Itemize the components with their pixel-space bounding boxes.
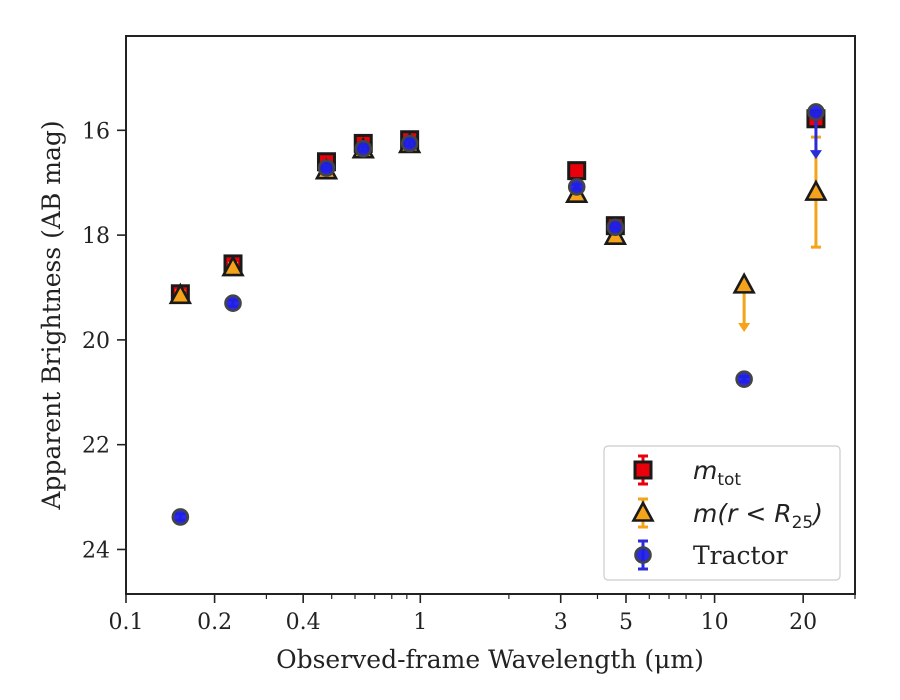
y-tick-label: 20	[82, 329, 110, 354]
x-tick-label: 0.2	[197, 610, 232, 635]
legend-marker-mtot	[633, 460, 653, 480]
x-tick-label: 5	[619, 610, 633, 635]
data-point-mr25	[804, 179, 828, 201]
axis-ticks: 0.1 0.2 0.4 1 3 5 10 20 16 18 20 22 24	[82, 119, 856, 635]
legend-marker-mr25	[631, 500, 655, 522]
series-mr25	[168, 131, 828, 333]
data-point-tractor	[317, 159, 336, 177]
x-tick-label: 0.1	[109, 610, 144, 635]
x-tick-label: 3	[554, 610, 568, 635]
upper-limit-arrow	[738, 323, 751, 333]
data-point-tractor	[354, 139, 373, 158]
x-tick-label: 20	[789, 610, 817, 635]
legend-label-mr25: m(r < R25)	[693, 499, 823, 533]
y-tick-label: 16	[82, 119, 110, 144]
legend-box	[603, 445, 841, 581]
data-point-mtot	[567, 161, 587, 181]
upper-limit-arrow	[809, 150, 822, 160]
x-tick-label: 0.4	[286, 610, 321, 635]
legend: mtot m(r < R25) Tractor	[603, 445, 841, 581]
legend-label-tractor: Tractor	[693, 541, 788, 570]
data-point-tractor	[224, 294, 242, 313]
data-point-tractor	[807, 103, 825, 121]
x-tick-label: 10	[701, 610, 729, 635]
x-tick-label: 1	[413, 610, 427, 635]
plot-frame	[125, 35, 856, 595]
series-mtot	[170, 109, 826, 304]
chart-marks	[168, 103, 828, 526]
data-point-tractor	[400, 134, 419, 153]
data-point-tractor	[171, 508, 190, 526]
legend-label-mtot: mtot	[693, 456, 741, 490]
x-axis-label: Observed-frame Wavelength (μm)	[276, 645, 704, 674]
data-point-tractor	[735, 370, 753, 388]
legend-marker-tractor	[634, 546, 652, 564]
series-tractor	[171, 103, 825, 526]
y-tick-label: 22	[82, 434, 110, 459]
data-point-tractor	[567, 178, 586, 196]
data-point-mr25	[168, 282, 193, 305]
data-point-mr25	[221, 254, 245, 277]
data-point-mr25	[732, 272, 756, 294]
y-axis-label: Apparent Brightness (AB mag)	[37, 120, 66, 510]
data-point-tractor	[606, 218, 625, 237]
y-tick-label: 24	[82, 538, 110, 563]
y-tick-label: 18	[82, 224, 110, 249]
